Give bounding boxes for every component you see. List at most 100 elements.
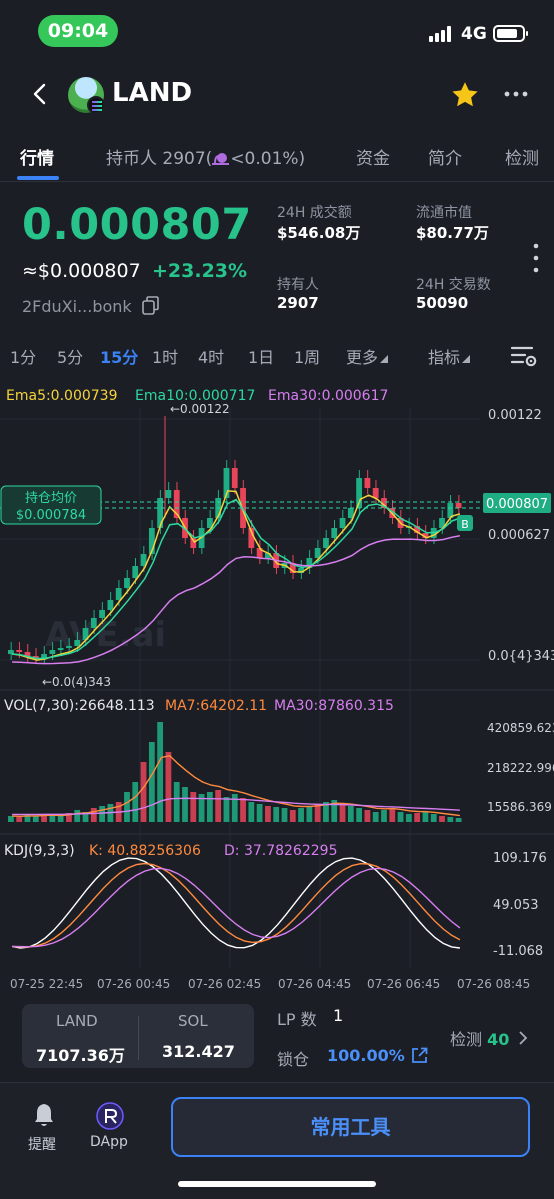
vol-axis-mid: 218222.996 [487,761,554,775]
tab-funds[interactable]: 资金 [356,149,390,169]
candle [298,568,304,573]
volume-bar [256,804,263,822]
time-label: 07-26 06:45 [367,977,440,991]
tf-4h[interactable]: 4时 [198,348,225,367]
candle [32,656,39,658]
volume-bar [298,808,304,822]
candle [66,646,72,648]
volume-bar [90,808,97,822]
tf-1d[interactable]: 1日 [248,348,275,367]
more-vertical-icon[interactable] [532,242,540,274]
indicator-button[interactable]: 指标 [428,344,471,368]
tab-holders[interactable]: 持币人 2907(<0.01%) [106,144,305,169]
tf-15m[interactable]: 15分 [100,348,139,367]
alert-button[interactable]: 提醒 [22,1100,66,1156]
check-score-label: 检测 [450,1030,483,1049]
volume-bar [356,808,363,822]
candle [256,548,263,558]
status-bar: 09:04 4G [0,0,554,64]
candle [82,628,89,640]
candle [157,498,164,528]
candle [206,518,213,528]
price-usd: ≈$0.000807 [22,260,141,282]
pool-token-value: 7107.36万 [36,1046,125,1065]
star-icon[interactable] [450,80,480,110]
candle [8,650,14,654]
volume-bar [182,787,188,822]
tf-more[interactable]: 更多 [346,344,389,368]
indicator-label: 指标 [428,348,461,367]
vol-ma7-label: MA7:64202.11 [165,698,267,714]
candle [16,650,23,652]
vol-axis-high: 420859.623 [487,721,554,735]
external-link-icon[interactable] [411,1047,428,1064]
chevron-right-icon [519,1031,528,1045]
dapp-label: DApp [90,1134,128,1150]
candle [140,554,147,566]
tf-1h[interactable]: 1时 [152,348,179,367]
tf-1m[interactable]: 1分 [10,348,37,367]
tf-5m[interactable]: 5分 [57,348,84,367]
stat-mcap-label: 流通市值 [416,205,472,221]
tab-market[interactable]: 行情 [20,149,54,169]
price-chart[interactable]: AVE.ai Ema5:0.000739 Ema10:0.000717 Ema3… [0,378,554,996]
candle [165,490,172,498]
volume-bar [240,798,246,822]
tf-1w[interactable]: 1周 [294,348,321,367]
volume-bar [372,812,379,822]
volume-bar [347,806,354,822]
volume-bar [57,816,64,822]
current-price-tag-text: 0.000807 [486,497,548,512]
volume-bar [331,800,338,822]
network-type: 4G [461,24,487,44]
time-label: 07-26 08:45 [457,977,530,991]
check-score[interactable]: 检测 40 [450,1026,528,1050]
volume-bar [248,802,255,822]
high-marker: ←0.00122 [170,402,230,416]
buy-marker-text: B [461,518,469,531]
candle [323,538,329,548]
tab-check[interactable]: 检测 [505,149,539,169]
kdj-axis-mid: 49.053 [493,898,539,913]
more-horizontal-icon[interactable] [503,84,529,104]
candle [231,468,238,488]
timeframe-bar: 1分 5分 15分 1时 4时 1日 1周 更多 指标 [0,344,554,368]
stat-volume-value: $546.08万 [277,224,361,242]
pool-quote-value: 312.427 [162,1042,235,1061]
volume-bar [157,722,164,822]
alert-label: 提醒 [28,1137,56,1153]
volume-bar [140,762,147,822]
copy-icon[interactable] [142,296,159,315]
candle [306,558,313,568]
avg-cost-tag[interactable] [0,485,102,525]
back-chevron-left-icon[interactable] [28,82,52,106]
volume-bar [82,812,89,822]
tab-holders-label: 持币人 2907( [106,149,213,169]
dapp-button[interactable]: DApp [88,1100,134,1156]
candle [314,548,321,558]
candle [115,588,122,600]
volume-bar [32,816,39,822]
volume-bar [306,806,313,822]
lock-value[interactable]: 100.00% [327,1046,405,1065]
detail-tabs: 行情 持币人 2907(<0.01%) 资金 简介 检测 [0,130,554,182]
kdj-lines [11,857,461,949]
vol-ma30-line [12,797,460,816]
common-tools-button[interactable]: 常用工具 [171,1097,530,1157]
tab-intro[interactable]: 简介 [428,149,462,169]
pool-quote-label: SOL [178,1012,208,1030]
volume-bar [99,806,105,822]
volume-bar [74,810,81,822]
lock-label: 锁仓 [277,1050,310,1069]
home-indicator [178,1181,376,1187]
chart-settings-icon[interactable] [510,344,538,368]
volume-bar [198,794,205,822]
candle [447,503,454,518]
volume-bar [323,802,329,822]
candle [347,508,354,518]
volume-bar [422,812,429,822]
candle [99,610,105,618]
check-score-value: 40 [487,1030,510,1049]
price-axis-mid: 0.000627 [488,528,550,543]
volume-bar [339,804,346,822]
